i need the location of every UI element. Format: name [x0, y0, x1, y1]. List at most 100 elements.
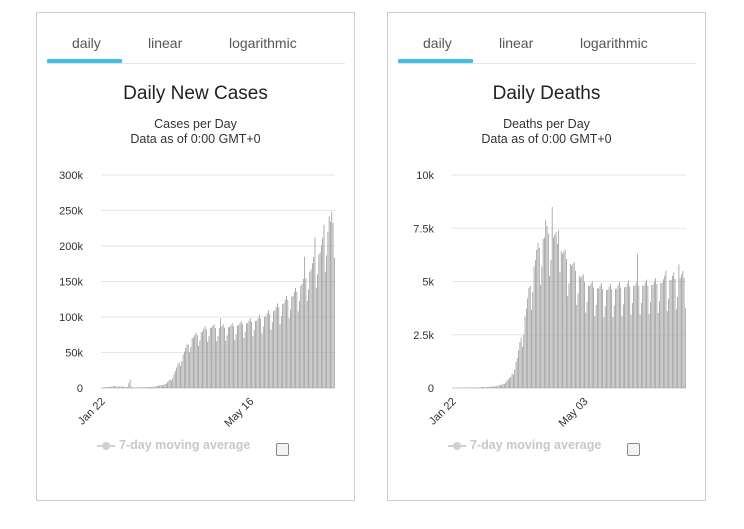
data-bar	[162, 385, 163, 388]
data-bar	[125, 387, 127, 388]
data-bar	[140, 387, 141, 388]
data-bar	[553, 237, 554, 388]
data-bar	[571, 265, 572, 388]
data-bar	[510, 376, 512, 388]
data-bar	[302, 278, 304, 388]
tab-daily[interactable]: daily	[423, 35, 452, 51]
data-bar	[471, 387, 473, 388]
data-bar	[573, 262, 575, 388]
data-bar	[124, 386, 126, 388]
data-bar	[488, 386, 490, 388]
data-bar	[152, 387, 154, 388]
data-bar	[584, 281, 585, 388]
moving-average-legend[interactable]: 7-day moving average	[448, 438, 601, 452]
data-bar	[327, 231, 329, 388]
data-bar	[283, 303, 285, 388]
data-bar	[324, 271, 326, 388]
data-bar	[598, 288, 600, 388]
data-bar	[291, 296, 293, 388]
data-bar	[538, 247, 540, 388]
data-bar	[637, 253, 638, 388]
data-bar	[218, 328, 220, 388]
data-bar	[305, 278, 307, 388]
data-bar	[114, 386, 115, 388]
data-bar	[279, 324, 281, 388]
data-bar	[246, 323, 247, 388]
tab-logarithmic[interactable]: logarithmic	[580, 35, 648, 51]
data-bar	[314, 237, 316, 388]
moving-average-checkbox[interactable]	[627, 443, 640, 456]
data-bar	[652, 284, 654, 388]
data-bar	[194, 335, 196, 388]
data-bar	[103, 387, 105, 388]
data-bar	[481, 387, 483, 388]
data-bar	[669, 280, 671, 388]
data-bar	[171, 380, 172, 388]
data-bar	[270, 329, 272, 388]
data-bar	[123, 386, 125, 388]
data-bar	[203, 328, 205, 388]
data-bar	[190, 346, 192, 388]
tab-logarithmic[interactable]: logarithmic	[229, 35, 297, 51]
deaths-bar-chart: 0 2.5k 5k 7.5k 10k Jan 22 May 03	[413, 170, 686, 430]
y-tick-label: 7.5k	[413, 223, 434, 235]
data-bar	[550, 260, 552, 388]
data-bar	[659, 301, 660, 388]
data-bar	[529, 285, 531, 388]
data-bar	[542, 238, 544, 388]
chart-title: Daily New Cases	[123, 83, 268, 104]
chart-type-tabs: daily linear logarithmic	[398, 13, 696, 64]
data-bar	[493, 386, 495, 388]
tab-daily[interactable]: daily	[72, 35, 101, 51]
data-bar	[540, 284, 541, 388]
data-bar	[664, 275, 666, 388]
data-bar	[678, 264, 680, 388]
data-bar	[230, 325, 232, 388]
data-bar	[630, 314, 632, 388]
moving-average-legend[interactable]: 7-day moving average	[97, 438, 250, 452]
data-bar	[619, 282, 620, 388]
data-bar	[554, 234, 556, 388]
data-bar	[154, 386, 156, 388]
data-bar	[532, 292, 534, 388]
data-bar	[609, 283, 611, 388]
data-bar	[224, 327, 225, 388]
data-bar	[484, 387, 486, 388]
data-bar	[205, 329, 207, 388]
data-bar	[577, 293, 579, 388]
tab-linear[interactable]: linear	[148, 35, 183, 51]
data-bar	[268, 310, 269, 388]
data-bar	[159, 385, 161, 388]
chart-title: Daily Deaths	[492, 83, 601, 104]
data-bar	[633, 285, 635, 388]
data-bar	[158, 385, 159, 388]
data-bar	[650, 302, 651, 388]
y-tick-label: 10k	[416, 170, 434, 182]
data-bar	[182, 354, 184, 388]
data-bar	[328, 216, 330, 388]
data-bar	[606, 289, 607, 388]
data-bar	[629, 286, 631, 388]
data-bar	[323, 224, 325, 388]
data-bar	[251, 321, 253, 388]
moving-average-checkbox[interactable]	[276, 443, 289, 456]
data-bar	[172, 378, 174, 388]
data-bar	[509, 378, 510, 388]
data-bar	[121, 386, 123, 388]
data-bar	[556, 243, 558, 388]
data-bar	[185, 347, 187, 388]
chart-subtitle: Cases per Day	[154, 117, 237, 131]
data-bar	[638, 285, 640, 388]
data-bar	[282, 304, 284, 388]
data-bar	[242, 324, 243, 388]
data-bar	[186, 344, 188, 388]
y-tick-label: 0	[77, 383, 83, 395]
data-bar	[684, 308, 686, 388]
data-bar	[568, 283, 570, 388]
tab-linear[interactable]: linear	[499, 35, 534, 51]
data-bar	[611, 289, 613, 388]
data-bar	[635, 282, 637, 388]
data-bar	[516, 358, 518, 388]
data-bar	[258, 315, 260, 388]
data-bar	[278, 307, 280, 388]
